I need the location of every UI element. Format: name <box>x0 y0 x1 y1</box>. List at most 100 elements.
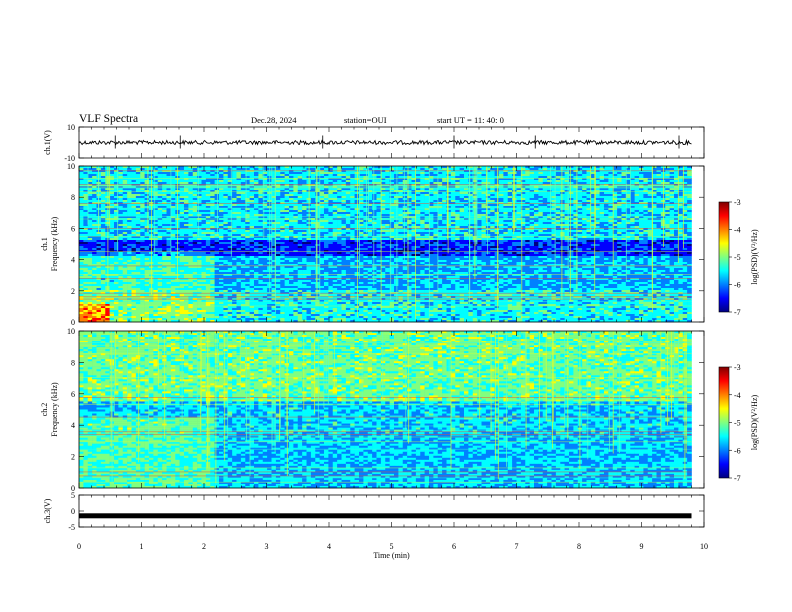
spectrogram-cell <box>416 190 421 192</box>
spectrogram-cell <box>578 192 583 194</box>
spectrogram-cell <box>670 176 675 178</box>
spectrogram-cell <box>377 170 382 172</box>
spectrogram-cell <box>293 172 298 174</box>
spectrogram-cell <box>398 172 403 174</box>
spectrogram-cell <box>289 182 294 184</box>
spectrogram-cell <box>429 180 434 182</box>
spectrogram-cell <box>499 168 504 170</box>
spectrogram-cell <box>355 172 360 174</box>
spectrogram-cell <box>206 170 211 172</box>
spectrogram-cell <box>582 168 587 170</box>
spectrogram-cell <box>171 172 176 174</box>
spectrogram-cell <box>302 172 307 174</box>
spectrogram-cell <box>495 190 500 192</box>
spectrogram-cell <box>538 192 543 194</box>
spectrogram-cell <box>582 194 587 196</box>
spectrogram-cell <box>617 178 622 180</box>
spectrogram-cell <box>687 170 692 172</box>
spectrogram-cell <box>110 196 115 198</box>
spectrogram-cell <box>622 172 627 174</box>
spectrogram-cell <box>188 180 193 182</box>
spectrogram-cell <box>433 170 438 172</box>
spectrogram-cell <box>298 172 303 174</box>
spectrogram-cell <box>324 168 329 170</box>
spectrogram-cell <box>600 174 605 176</box>
spectrogram-cell <box>337 196 342 198</box>
spectrogram-cell <box>525 174 530 176</box>
spectrogram-cell <box>110 176 115 178</box>
spectrogram-cell <box>455 178 460 180</box>
spectrogram-cell <box>153 196 158 198</box>
spectrogram-cell <box>140 196 145 198</box>
spectrogram-cell <box>145 180 150 182</box>
spectrogram-cell <box>678 176 683 178</box>
spectrogram-cell <box>180 174 185 176</box>
spectrogram-cell <box>110 180 115 182</box>
spectrogram-cell <box>643 170 648 172</box>
spectrogram-cell <box>83 196 88 198</box>
spectrogram-cell <box>184 196 189 198</box>
spectrogram-cell <box>162 176 167 178</box>
spectrogram-cell <box>385 196 390 198</box>
spectrogram-cell <box>302 192 307 194</box>
spectrogram-cell <box>455 196 460 198</box>
spectrogram-cell <box>228 174 233 176</box>
spectrogram-cell <box>385 168 390 170</box>
spectrogram-cell <box>158 194 163 196</box>
spectrogram-cell <box>635 192 640 194</box>
spectrogram-cell <box>250 170 255 172</box>
spectrogram-cell <box>280 170 285 172</box>
spectrogram-cell <box>285 176 290 178</box>
spectrogram-cell <box>477 174 482 176</box>
spectrogram-cell <box>381 194 386 196</box>
spectrogram-cell <box>206 180 211 182</box>
spectrogram-cell <box>92 174 97 176</box>
spectrogram-cell <box>162 194 167 196</box>
spectrogram-cell <box>569 170 574 172</box>
spectrogram-cell <box>237 180 242 182</box>
spectrogram-cell <box>398 170 403 172</box>
spectrogram-cell <box>503 194 508 196</box>
spectrogram-cell <box>442 192 447 194</box>
spectrogram-cell <box>490 178 495 180</box>
spectrogram-cell <box>425 196 430 198</box>
spectrogram-cell <box>403 174 408 176</box>
spectrogram-cell <box>328 178 333 180</box>
spectrogram-cell <box>237 172 242 174</box>
spectrogram-cell <box>202 178 207 180</box>
spectrogram-cell <box>482 190 487 192</box>
spectrogram-cell <box>403 190 408 192</box>
spectrogram-cell <box>162 182 167 184</box>
spectrogram-cell <box>228 190 233 192</box>
spectrogram-cell <box>342 196 347 198</box>
spectrogram-cell <box>490 174 495 176</box>
spectrogram-cell <box>298 192 303 194</box>
spectrogram-cell <box>110 178 115 180</box>
spectrogram-cell <box>232 196 237 198</box>
spectrogram-cell <box>363 174 368 176</box>
spectrogram-cell <box>118 170 123 172</box>
spectrogram-cell <box>573 174 578 176</box>
spectrogram-cell <box>635 168 640 170</box>
spectrogram-cell <box>508 170 513 172</box>
spectrogram-cell <box>385 192 390 194</box>
spectrogram-cell <box>132 180 137 182</box>
spectrogram-cell <box>298 176 303 178</box>
spectrogram-cell <box>657 182 662 184</box>
spectrogram-cell <box>608 182 613 184</box>
spectrogram-cell <box>228 180 233 182</box>
spectrogram-cell <box>547 190 552 192</box>
spectrogram-cell <box>639 176 644 178</box>
spectrogram-cell <box>293 192 298 194</box>
spectrogram-cell <box>346 190 351 192</box>
spectrogram-cell <box>394 172 399 174</box>
spectrogram-cell <box>363 194 368 196</box>
spectrogram-cell <box>145 196 150 198</box>
spectrogram-cell <box>394 182 399 184</box>
spectrogram-cell <box>643 194 648 196</box>
spectrogram-cell <box>223 172 228 174</box>
spectrogram-cell <box>320 192 325 194</box>
spectrogram-cell <box>433 172 438 174</box>
spectrogram-cell <box>223 170 228 172</box>
spectrogram-cell <box>451 182 456 184</box>
